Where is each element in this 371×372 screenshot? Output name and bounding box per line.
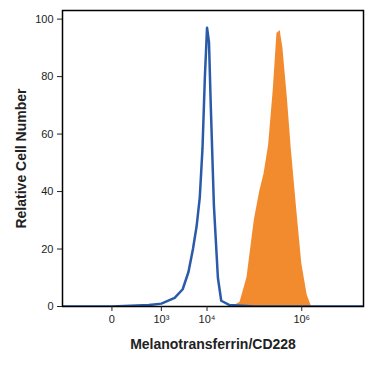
svg-text:10⁴: 10⁴	[199, 313, 216, 325]
svg-text:40: 40	[41, 185, 53, 197]
svg-text:10⁶: 10⁶	[293, 313, 310, 325]
svg-text:10³: 10³	[153, 313, 169, 325]
svg-text:100: 100	[35, 13, 53, 25]
svg-text:Melanotransferrin/CD228: Melanotransferrin/CD228	[130, 336, 296, 352]
svg-text:0: 0	[47, 300, 53, 312]
svg-text:20: 20	[41, 243, 53, 255]
svg-text:80: 80	[41, 70, 53, 82]
svg-text:0: 0	[109, 313, 115, 325]
svg-text:Relative Cell Number: Relative Cell Number	[13, 88, 29, 229]
svg-text:60: 60	[41, 128, 53, 140]
